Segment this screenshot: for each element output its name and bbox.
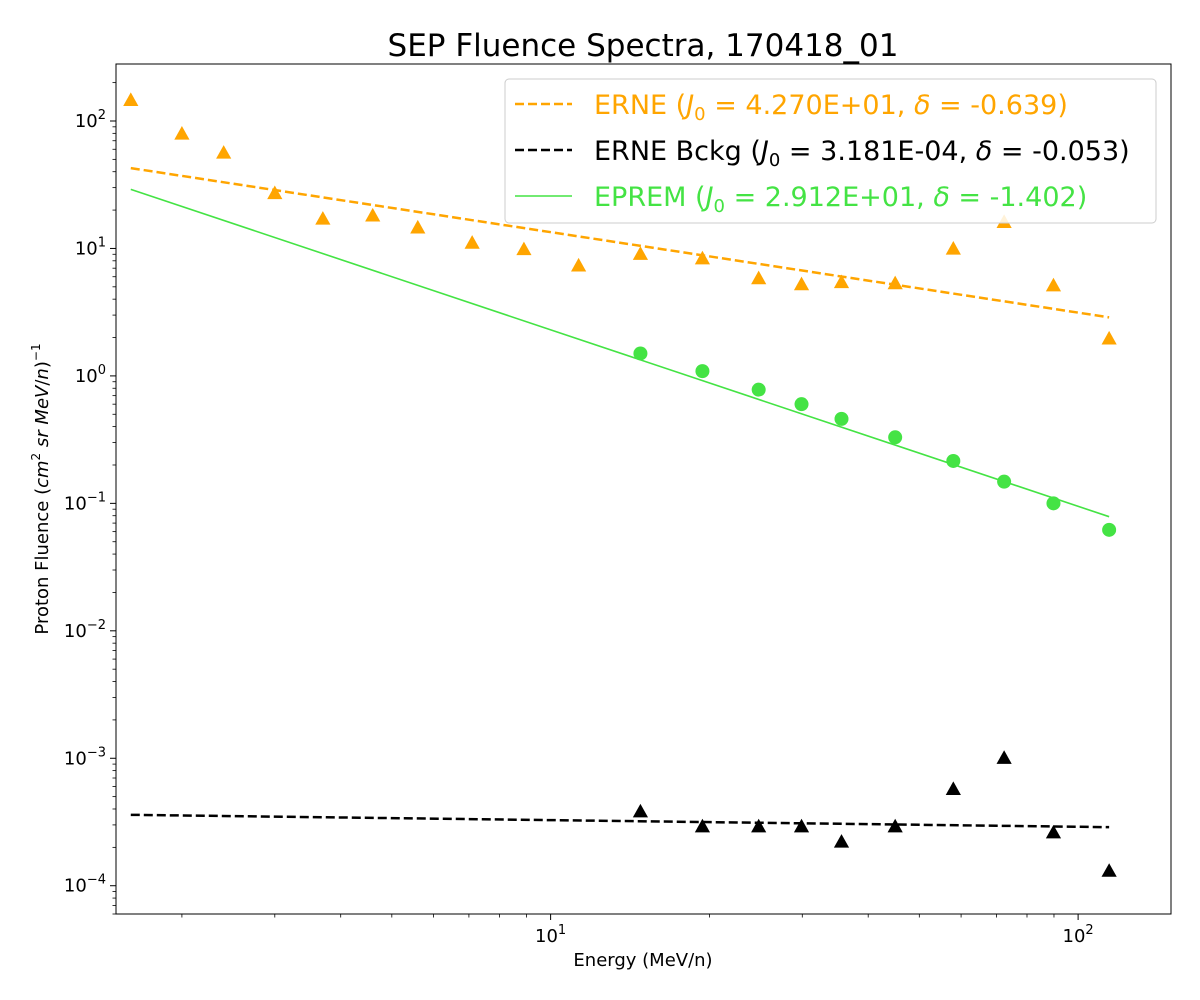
data-point-triangle bbox=[632, 246, 649, 260]
data-point-triangle bbox=[365, 207, 381, 222]
data-point-triangle bbox=[751, 270, 767, 285]
data-point-triangle bbox=[516, 241, 532, 256]
x-tick-label: 102 bbox=[1063, 923, 1094, 947]
data-point-triangle bbox=[751, 818, 767, 833]
data-point-circle bbox=[1046, 496, 1061, 511]
y-tick-label: 10−2 bbox=[64, 618, 106, 642]
data-point-triangle bbox=[945, 781, 961, 795]
y-tick-label: 101 bbox=[75, 235, 106, 259]
data-point-triangle bbox=[267, 185, 283, 200]
y-tick-label: 100 bbox=[75, 363, 106, 387]
data-point-circle bbox=[633, 346, 648, 361]
x-axis: 101 102 bbox=[181, 914, 1094, 947]
data-point-triangle bbox=[945, 241, 961, 255]
legend: ERNE (J0 = 4.270E+01, δ = -0.639) ERNE Bc… bbox=[504, 78, 1157, 224]
data-point-triangle bbox=[793, 276, 810, 291]
data-point-triangle bbox=[216, 145, 232, 159]
data-point-triangle bbox=[123, 92, 139, 107]
y-tick-label: 102 bbox=[75, 108, 106, 132]
data-point-circle bbox=[888, 430, 903, 445]
data-point-circle bbox=[946, 453, 961, 468]
axes-frame bbox=[115, 63, 1172, 915]
data-point-triangle bbox=[1045, 824, 1062, 839]
data-point-triangle bbox=[571, 257, 587, 272]
fit-line-series-3 bbox=[130, 813, 1110, 829]
data-point-triangle bbox=[887, 818, 903, 833]
data-point-triangle bbox=[887, 275, 903, 290]
legend-label: EPREM (J0 = 2.912E+01, δ = -1.402) bbox=[594, 182, 1087, 217]
y-axis-label: Proton Fluence (cm2 sr MeV/n)−1 bbox=[29, 343, 53, 634]
data-point-circle bbox=[695, 364, 710, 379]
data-point-circle bbox=[751, 382, 766, 397]
fit-line-series-5 bbox=[130, 188, 1110, 518]
y-axis: 10−4 10−3 10−2 10−1 100 101 102 bbox=[64, 82, 116, 915]
data-point-triangle bbox=[410, 219, 426, 234]
legend-box bbox=[504, 78, 1157, 224]
data-point-triangle bbox=[1101, 330, 1117, 345]
data-point-triangle bbox=[833, 274, 850, 289]
data-point-triangle bbox=[315, 211, 331, 225]
chart-title: SEP Fluence Spectra, 170418_01 bbox=[388, 28, 899, 64]
y-tick-label: 10−1 bbox=[64, 490, 106, 514]
y-tick-label: 10−3 bbox=[64, 745, 106, 769]
data-point-triangle bbox=[1101, 863, 1117, 877]
data-point-triangle bbox=[833, 834, 850, 848]
data-point-triangle bbox=[793, 818, 810, 833]
data-point-circle bbox=[997, 474, 1012, 489]
data-point-triangle bbox=[1045, 277, 1062, 292]
data-point-triangle bbox=[464, 235, 480, 249]
data-point-circle bbox=[1102, 522, 1117, 537]
data-point-circle bbox=[834, 411, 849, 426]
data-point-triangle bbox=[174, 126, 190, 140]
data-point-circle bbox=[794, 397, 809, 412]
data-point-triangle bbox=[996, 750, 1012, 764]
x-axis-label: Energy (MeV/n) bbox=[573, 950, 712, 971]
legend-label: ERNE (J0 = 4.270E+01, δ = -0.639) bbox=[594, 90, 1068, 125]
data-point-triangle bbox=[632, 803, 649, 818]
data-point-triangle bbox=[694, 250, 711, 265]
data-point-triangle bbox=[694, 818, 711, 833]
x-tick-label: 101 bbox=[535, 923, 566, 947]
y-tick-label: 10−4 bbox=[64, 873, 106, 897]
legend-label: ERNE Bckg (J0 = 3.181E-04, δ = -0.053) bbox=[594, 136, 1130, 171]
fit-line-series-1 bbox=[130, 166, 1110, 319]
